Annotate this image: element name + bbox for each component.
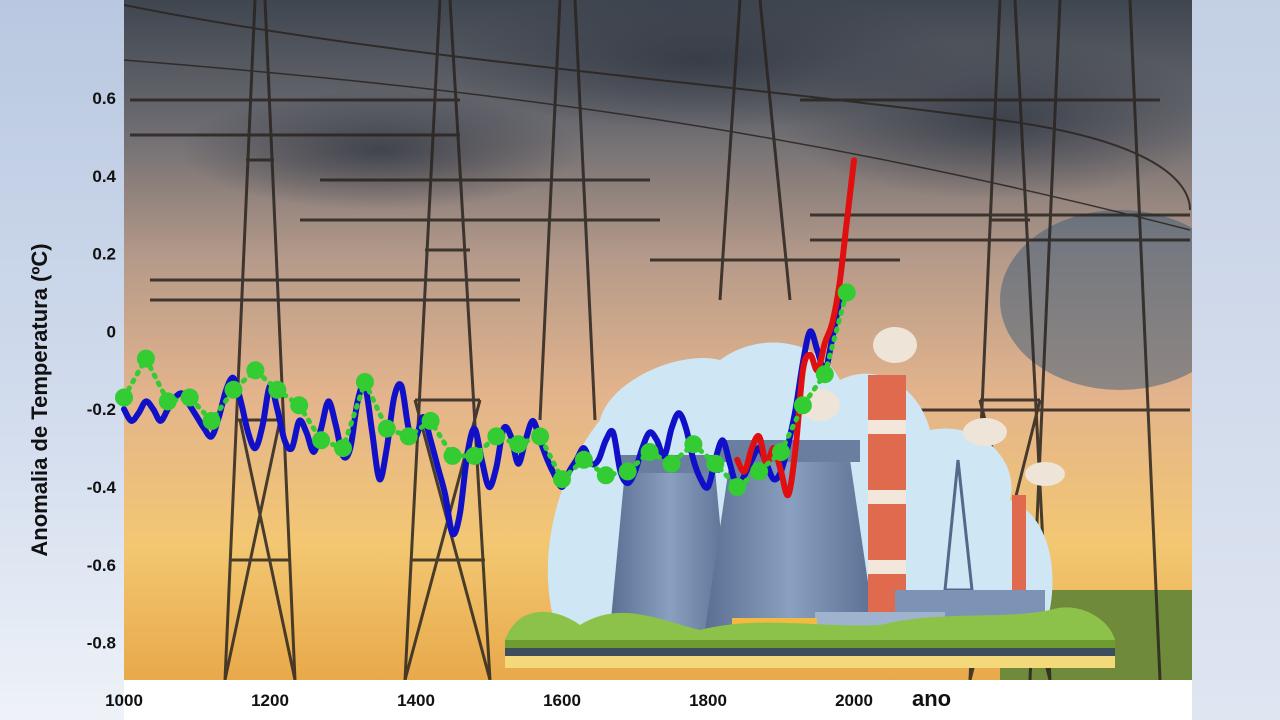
series-green-point [246, 361, 265, 380]
series-green-point [268, 380, 287, 399]
series-green-point [531, 427, 550, 446]
series-green-point [728, 478, 747, 496]
series-green-point [684, 435, 703, 454]
series-green-point [772, 443, 790, 461]
background-right-panel [1192, 0, 1280, 720]
series-line-green [121, 290, 850, 491]
series-green-point [312, 431, 331, 450]
series-green-point [443, 446, 462, 465]
series-green-point [837, 283, 856, 302]
series-green-point [509, 435, 528, 454]
series-green-point [574, 450, 593, 469]
series-green-point [640, 443, 659, 461]
x-tick-label: 1400 [397, 691, 435, 710]
series-green-point [815, 365, 834, 384]
series-green-point [662, 454, 681, 473]
series-green-point [750, 462, 769, 481]
background-left-panel [0, 0, 124, 720]
series-green-point [377, 419, 396, 438]
series-green-point [706, 454, 725, 473]
series-green-point [136, 349, 155, 368]
y-tick-label: 0.6 [92, 89, 116, 108]
y-tick-label: -0.2 [87, 400, 116, 419]
series-green-point [793, 396, 812, 415]
background-bottom-strip [124, 680, 1192, 720]
series-green-point [202, 411, 221, 430]
series-green-point [334, 439, 352, 458]
series-green-point [553, 470, 571, 489]
x-tick-label: 1600 [543, 691, 581, 710]
series-green-point [596, 466, 615, 485]
x-axis-label: ano [912, 686, 951, 711]
series-green-point [158, 392, 177, 411]
series-line-red [734, 157, 857, 499]
series-green-point [421, 411, 440, 430]
series-green-point [224, 380, 243, 399]
series-green-point [487, 427, 506, 446]
y-tick-label: 0.4 [92, 167, 116, 186]
y-tick-label: -0.6 [87, 556, 116, 575]
x-tick-label: 1000 [105, 691, 143, 710]
x-tick-label: 1800 [689, 691, 727, 710]
y-tick-label: 0 [107, 322, 116, 341]
x-tick-label: 2000 [835, 691, 873, 710]
y-axis-label: Anomalia de Temperatura (ºC) [27, 243, 52, 556]
series-green-point [180, 388, 199, 407]
series-green-point [399, 427, 418, 446]
y-axis-tick-labels: 0.6 0.4 0.2 0 -0.2 -0.4 -0.6 -0.8 [87, 89, 117, 653]
y-tick-label: -0.8 [87, 634, 116, 653]
chart-series-layer [115, 157, 857, 538]
series-green-point [618, 462, 637, 481]
x-axis-tick-labels: 1000 1200 1400 1600 1800 2000 [105, 691, 873, 710]
series-green-point [290, 396, 309, 415]
y-tick-label: 0.2 [92, 245, 116, 264]
series-green-point [465, 446, 484, 465]
series-green-point [355, 373, 374, 391]
series-green-point [115, 388, 133, 407]
x-tick-label: 1200 [251, 691, 289, 710]
y-tick-label: -0.4 [87, 478, 117, 497]
